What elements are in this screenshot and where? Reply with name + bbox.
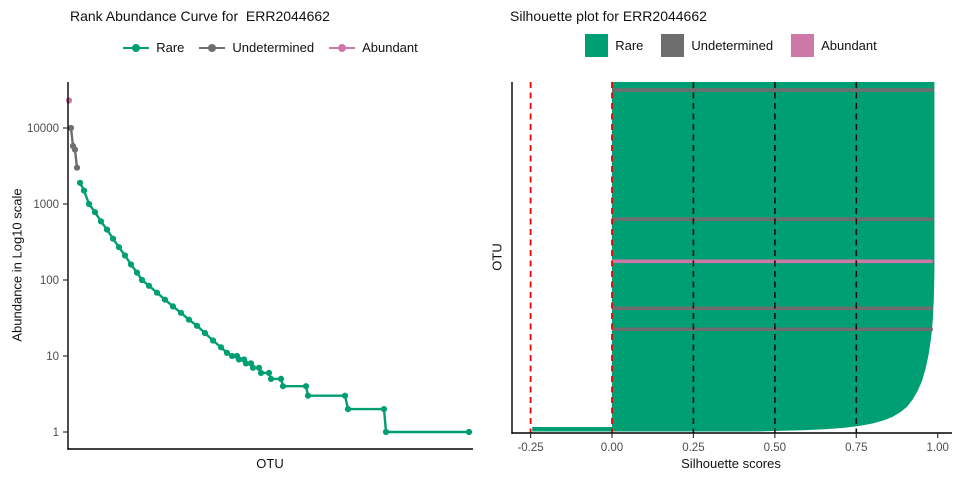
stripe-undetermined bbox=[612, 306, 933, 311]
stripe-abundant bbox=[612, 259, 933, 264]
y-tick-label: 1 bbox=[53, 427, 59, 439]
legend-item-abundant: Abundant bbox=[329, 40, 418, 55]
legend-item-undetermined: Undetermined bbox=[199, 40, 314, 55]
rank-abundance-title: Rank Abundance Curve for ERR2044662 bbox=[70, 8, 330, 24]
right-x-axis-title: Silhouette scores bbox=[681, 456, 781, 471]
rank-abundance-legend: Rare Undetermined Abundant bbox=[68, 40, 473, 55]
undetermined-line-dot-icon bbox=[199, 43, 226, 52]
undetermined-swatch-icon bbox=[661, 34, 685, 57]
y-tick-label: 10 bbox=[46, 351, 59, 363]
silhouette-plot: -0.25 0.00 0.25 0.50 0.75 1.00 bbox=[511, 82, 952, 454]
rank-abundance-plot: 1 10 100 1000 10000 bbox=[27, 82, 473, 450]
stripe-undetermined bbox=[612, 217, 933, 221]
x-tick-label: 1.00 bbox=[927, 442, 949, 454]
left-x-axis-title: OTU bbox=[256, 456, 284, 471]
silhouette-title: Silhouette plot for ERR2044662 bbox=[510, 8, 707, 24]
x-tick-label: -0.25 bbox=[517, 442, 543, 454]
legend-item-undetermined: Undetermined bbox=[661, 34, 773, 57]
stripe-undetermined bbox=[612, 88, 933, 92]
legend-label: Abundant bbox=[821, 38, 877, 53]
legend-item-rare: Rare bbox=[585, 34, 643, 57]
stripe-undetermined bbox=[612, 327, 933, 332]
abundant-swatch-icon bbox=[791, 34, 815, 57]
legend-item-rare: Rare bbox=[123, 40, 184, 55]
y-tick-label: 100 bbox=[40, 275, 59, 287]
silhouette-legend: Rare Undetermined Abundant bbox=[512, 34, 950, 57]
x-tick-label: 0.50 bbox=[764, 442, 786, 454]
legend-item-abundant: Abundant bbox=[791, 34, 877, 57]
rare-swatch-icon bbox=[585, 34, 609, 57]
y-tick-label: 1000 bbox=[33, 199, 59, 211]
series-undetermined bbox=[67, 124, 81, 171]
abundant-line-dot-icon bbox=[329, 43, 356, 52]
series-rare bbox=[76, 179, 473, 436]
x-tick-label: 0.00 bbox=[601, 442, 623, 454]
x-tick-label: 0.75 bbox=[845, 442, 867, 454]
legend-label: Undetermined bbox=[691, 38, 774, 53]
x-tick-label: 0.25 bbox=[682, 442, 704, 454]
legend-label: Undetermined bbox=[232, 40, 315, 55]
silhouette-area bbox=[532, 82, 935, 432]
y-tick-label: 10000 bbox=[27, 123, 59, 135]
rare-line-dot-icon bbox=[123, 43, 150, 52]
series-abundant bbox=[65, 97, 73, 104]
legend-label: Abundant bbox=[362, 40, 418, 55]
legend-label: Rare bbox=[156, 40, 185, 55]
legend-label: Rare bbox=[615, 38, 644, 53]
